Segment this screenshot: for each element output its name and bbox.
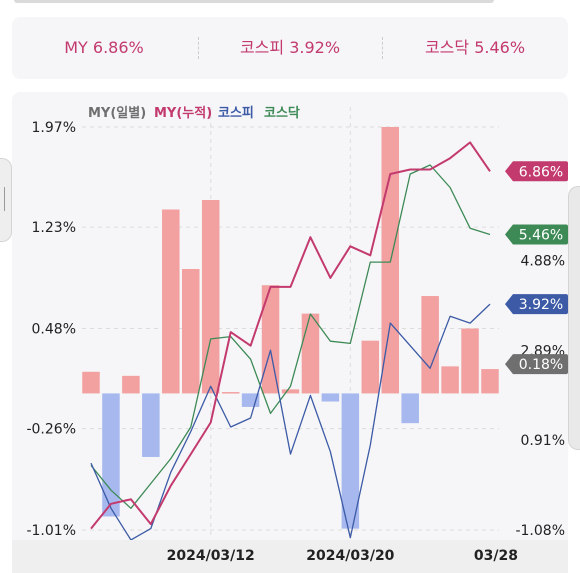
legend-kosdaq: 코스닥 <box>264 105 300 121</box>
left-axis-tick-label: -0.26% <box>26 422 76 438</box>
daily-return-bar <box>321 393 340 402</box>
daily-return-bar <box>142 393 160 457</box>
end-tag-my-daily: 0.18% <box>519 357 563 373</box>
daily-return-bar <box>102 393 120 517</box>
daily-return-bar <box>401 393 419 424</box>
x-axis-tick-label: 03/28 <box>474 548 518 564</box>
legend-my-cumulative: MY(누적) <box>154 105 212 121</box>
daily-return-bar <box>201 200 220 394</box>
left-axis-tick-label: -1.01% <box>26 523 76 539</box>
daily-return-bar <box>461 328 479 394</box>
side-drawer-handle[interactable] <box>0 158 12 242</box>
daily-return-bar <box>441 366 459 394</box>
right-axis-tick-label: 0.91% <box>521 433 565 449</box>
end-tag-my-cumulative-shape <box>505 161 568 182</box>
daily-return-bar <box>221 392 240 394</box>
daily-return-bar <box>182 268 200 394</box>
daily-return-bar <box>341 393 360 529</box>
daily-return-bar <box>421 296 439 394</box>
end-tag-kosdaq: 5.46% <box>519 228 563 244</box>
legend-kospi: 코스피 <box>218 106 254 121</box>
left-axis-tick-label: 1.97% <box>32 120 76 136</box>
left-axis-tick-label: 0.48% <box>32 322 76 338</box>
daily-return-bar <box>261 285 280 394</box>
summary-divider <box>382 37 383 59</box>
summary-divider <box>198 37 199 59</box>
right-axis-tick-label: -1.08% <box>515 523 565 539</box>
drawer-grip-icon <box>4 187 5 211</box>
legend-my-daily: MY(일별) <box>88 105 146 121</box>
daily-return-bar <box>361 340 380 394</box>
left-axis-tick-label: 1.23% <box>32 220 76 236</box>
summary-my-return: MY 6.86% <box>64 38 144 57</box>
daily-return-bar <box>82 371 100 394</box>
daily-return-bar <box>122 375 140 394</box>
x-axis-tick-label: 2024/03/12 <box>167 548 255 564</box>
summary-kospi-return: 코스피 3.92% <box>239 38 341 57</box>
daily-return-bar <box>281 389 300 394</box>
end-tag-kospi: 3.92% <box>519 297 563 313</box>
right-axis-tick-label: 4.88% <box>521 254 565 270</box>
summary-kosdaq-return: 코스닥 5.46% <box>424 38 526 57</box>
kosdaq-line <box>90 164 491 509</box>
daily-return-bar <box>301 313 320 394</box>
end-tag-my-cumulative: 6.86% <box>519 164 563 180</box>
daily-return-bar <box>481 369 499 394</box>
x-axis-strip <box>12 540 568 573</box>
daily-return-bar <box>162 209 180 394</box>
my-cumulative-line <box>90 141 491 530</box>
top-divider <box>14 0 494 3</box>
x-axis-tick-label: 2024/03/20 <box>306 548 394 564</box>
end-tag-my-daily-shape <box>505 354 568 375</box>
side-scroll-handle[interactable] <box>568 186 580 450</box>
end-tag-kospi-shape <box>505 294 568 315</box>
end-tag-kosdaq-shape <box>505 224 568 245</box>
return-summary-bar: MY 6.86% 코스피 3.92% 코스닥 5.46% <box>12 17 568 79</box>
